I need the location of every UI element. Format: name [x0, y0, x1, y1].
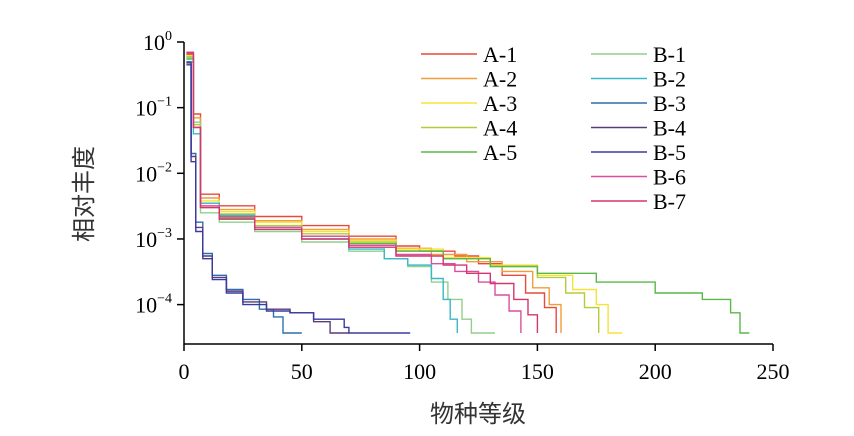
- x-tick-label: 200: [639, 359, 672, 384]
- series-line-a-3: [186, 54, 623, 334]
- y-axis-title: 相对丰度: [70, 146, 98, 242]
- series-line-b-6: [186, 51, 522, 333]
- series-lines: [186, 51, 750, 334]
- legend-label: A-1: [483, 42, 517, 67]
- series-line-a-4: [186, 56, 600, 333]
- x-tick-label: 150: [521, 359, 554, 384]
- legend-label: A-2: [483, 67, 517, 92]
- y-tick-label: 10−3: [135, 226, 172, 252]
- legend-label: B-4: [653, 116, 686, 141]
- series-line-b-7: [186, 52, 539, 333]
- x-tick-label: 250: [757, 359, 790, 384]
- x-axis-ticks: 0 50 100 150 200 250: [179, 344, 790, 384]
- y-tick-label: 10−4: [135, 292, 172, 318]
- series-line-b-5: [186, 64, 411, 334]
- y-tick-label: 10−2: [135, 160, 172, 186]
- y-axis-ticks: 100 10−1 10−2 10−3 10−4: [135, 29, 184, 318]
- x-axis-title: 物种等级: [430, 400, 526, 428]
- series-line-b-1: [186, 55, 495, 334]
- legend-label: B-5: [653, 140, 686, 165]
- legend: A-1A-2A-3A-4A-5 B-1B-2B-3B-4B-5B-6B-7: [421, 42, 686, 214]
- legend-label: A-3: [483, 91, 517, 116]
- legend-label: B-1: [653, 42, 686, 67]
- series-line-a-2: [186, 55, 562, 333]
- x-tick-label: 0: [179, 359, 190, 384]
- x-tick-label: 100: [403, 359, 436, 384]
- legend-label: B-6: [653, 165, 686, 190]
- legend-label: A-5: [483, 140, 517, 165]
- y-tick-label: 100: [143, 29, 172, 55]
- y-tick-label: 10−1: [135, 95, 172, 121]
- legend-label: B-3: [653, 91, 686, 116]
- legend-label: B-7: [653, 189, 686, 214]
- x-tick-label: 50: [291, 359, 313, 384]
- legend-label: A-4: [483, 116, 517, 141]
- legend-label: B-2: [653, 67, 686, 92]
